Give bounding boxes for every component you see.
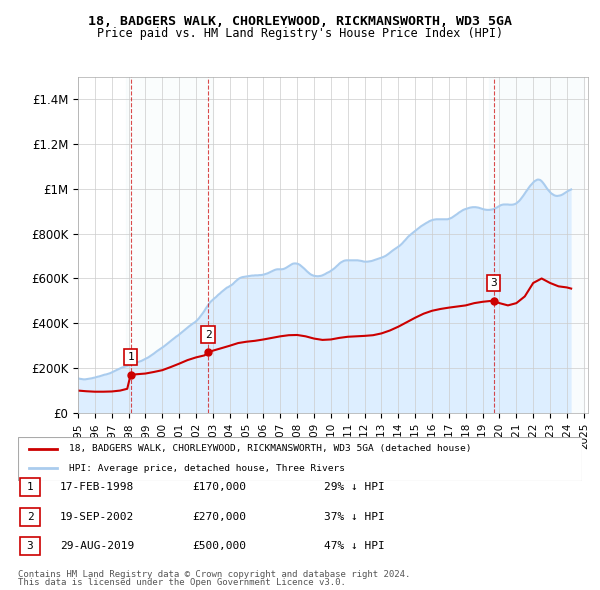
Text: 37% ↓ HPI: 37% ↓ HPI [324,512,385,522]
FancyBboxPatch shape [18,437,582,481]
Bar [125,77,213,413]
Text: £500,000: £500,000 [192,542,246,551]
Text: 17-FEB-1998: 17-FEB-1998 [60,483,134,492]
Text: 19-SEP-2002: 19-SEP-2002 [60,512,134,522]
Text: 2: 2 [205,330,212,339]
Text: 29-AUG-2019: 29-AUG-2019 [60,542,134,551]
Text: 1: 1 [127,352,134,362]
Text: 2: 2 [26,512,34,522]
Text: 3: 3 [26,542,34,551]
Text: This data is licensed under the Open Government Licence v3.0.: This data is licensed under the Open Gov… [18,578,346,587]
Text: 47% ↓ HPI: 47% ↓ HPI [324,542,385,551]
Text: 3: 3 [490,278,497,288]
Text: Contains HM Land Registry data © Crown copyright and database right 2024.: Contains HM Land Registry data © Crown c… [18,570,410,579]
Text: HPI: Average price, detached house, Three Rivers: HPI: Average price, detached house, Thre… [69,464,345,473]
Text: 29% ↓ HPI: 29% ↓ HPI [324,483,385,492]
Text: £170,000: £170,000 [192,483,246,492]
Text: Price paid vs. HM Land Registry's House Price Index (HPI): Price paid vs. HM Land Registry's House … [97,27,503,40]
Text: £270,000: £270,000 [192,512,246,522]
Text: 18, BADGERS WALK, CHORLEYWOOD, RICKMANSWORTH, WD3 5GA: 18, BADGERS WALK, CHORLEYWOOD, RICKMANSW… [88,15,512,28]
Text: 1: 1 [26,483,34,492]
Text: 18, BADGERS WALK, CHORLEYWOOD, RICKMANSWORTH, WD3 5GA (detached house): 18, BADGERS WALK, CHORLEYWOOD, RICKMANSW… [69,444,471,454]
Bar [488,77,584,413]
FancyBboxPatch shape [20,508,40,526]
FancyBboxPatch shape [20,537,40,555]
FancyBboxPatch shape [20,478,40,496]
